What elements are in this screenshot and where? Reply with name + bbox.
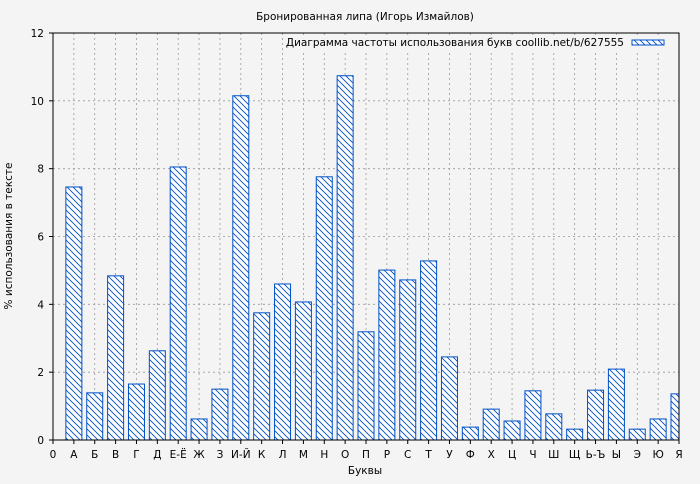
x-tick-label: С	[404, 449, 411, 461]
x-tick-label: Ь-Ъ	[586, 449, 606, 461]
bar-Д	[148, 350, 166, 440]
x-tick-label: У	[446, 449, 453, 461]
bar-Ь-Ъ	[587, 389, 605, 440]
x-tick-label: А	[70, 449, 78, 461]
y-axis: 0 2 4 6 8 10 12	[31, 28, 53, 447]
y-tick-label: 2	[37, 367, 44, 379]
legend-swatch	[631, 39, 665, 46]
bar-Ы	[607, 368, 625, 440]
x-tick-label: В	[112, 449, 119, 461]
bar-О	[336, 75, 354, 440]
bar-Ю	[649, 418, 667, 440]
x-tick-label: Ц	[508, 449, 516, 461]
x-axis-label: Буквы	[348, 465, 382, 477]
x-tick-label: Ы	[612, 449, 621, 461]
bar-Л	[274, 283, 292, 440]
x-tick-label: Ф	[466, 449, 475, 461]
y-tick-label: 12	[31, 28, 44, 40]
y-tick-label: 4	[37, 299, 44, 311]
bar-И-Й	[232, 95, 250, 440]
bar-З	[211, 388, 229, 440]
x-tick-label: Э	[634, 449, 641, 461]
x-tick-label: Т	[424, 449, 432, 461]
bar-К	[253, 312, 271, 440]
bar-Т	[420, 260, 438, 440]
x-tick-label: 0	[50, 449, 57, 461]
x-tick-label: Ч	[529, 449, 536, 461]
bar-Е-Ё	[169, 166, 187, 440]
bar-Ц	[503, 420, 521, 440]
y-tick-label: 0	[37, 435, 44, 447]
x-tick-label: Н	[320, 449, 328, 461]
y-tick-label: 8	[37, 164, 44, 176]
x-tick-label: О	[341, 449, 349, 461]
legend-label: Диаграмма частоты использования букв coo…	[286, 37, 624, 49]
bar-Щ	[566, 428, 584, 440]
x-tick-label: Х	[488, 449, 495, 461]
bar-Г	[127, 383, 145, 440]
bar-Ч	[524, 390, 542, 440]
x-tick-label: Ш	[548, 449, 559, 461]
bar-С	[399, 279, 417, 440]
x-tick-label: И-Й	[231, 448, 251, 461]
bar-Н	[315, 176, 333, 440]
x-tick-label: Б	[91, 449, 98, 461]
grid	[53, 33, 679, 440]
x-tick-label: Я	[675, 449, 682, 461]
bar-Б	[86, 392, 104, 440]
x-tick-label: Д	[153, 449, 161, 461]
x-tick-label: Щ	[569, 449, 581, 461]
x-tick-label: Ю	[652, 449, 663, 461]
bar-Ж	[190, 418, 208, 440]
bars	[65, 75, 679, 440]
x-tick-label: К	[258, 449, 266, 461]
y-tick-label: 6	[37, 232, 44, 244]
x-tick-label: Е-Ё	[170, 448, 187, 461]
bar-М	[294, 301, 312, 440]
legend: Диаграмма частоты использования букв coo…	[284, 35, 677, 50]
x-tick-label: Л	[279, 449, 287, 461]
bar-В	[107, 275, 125, 440]
bar-П	[357, 331, 375, 440]
y-axis-label: % использования в тексте	[3, 163, 15, 310]
chart-title: Бронированная липа (Игорь Измайлов)	[256, 11, 474, 23]
bar-Я	[670, 393, 679, 440]
bar-Х	[482, 408, 500, 440]
x-tick-label: Р	[384, 449, 390, 461]
x-tick-label: М	[299, 449, 308, 461]
bar-Р	[378, 269, 396, 440]
bar-Ш	[545, 413, 563, 440]
y-tick-label: 10	[31, 96, 44, 108]
bar-У	[440, 356, 458, 440]
x-tick-label: З	[217, 449, 224, 461]
bar-Ф	[461, 426, 479, 440]
x-tick-label: П	[362, 449, 370, 461]
x-tick-label: Ж	[193, 449, 205, 461]
x-axis: 0 А Б В Г Д Е-Ё Ж З И-Й К Л М Н О П Р С Т У Ф Х Ц Ч Ш Щ Ь-Ъ Ы Э Ю Я	[50, 440, 683, 461]
bar-Э	[628, 428, 646, 440]
x-tick-label: Г	[133, 449, 139, 461]
bar-А	[65, 186, 83, 440]
